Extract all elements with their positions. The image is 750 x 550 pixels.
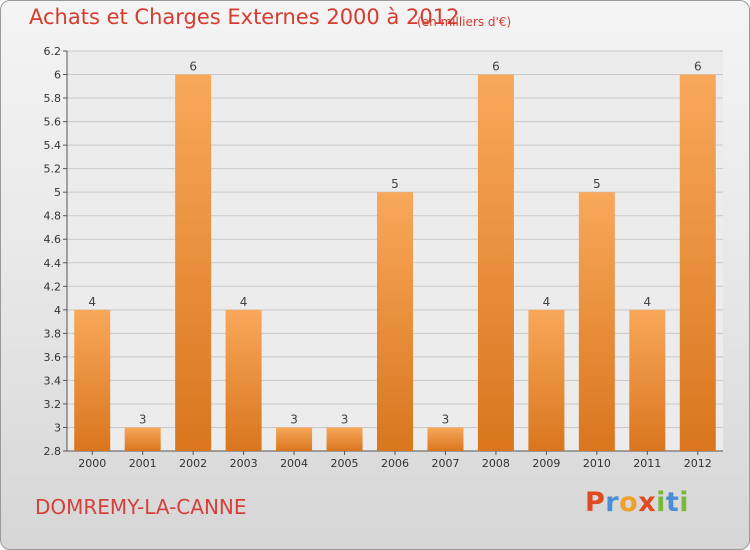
logo-letter: t <box>665 487 680 518</box>
bar <box>629 309 666 451</box>
proxiti-logo: Proxiti <box>585 487 689 518</box>
bar <box>175 74 212 451</box>
place-name: DOMREMY-LA-CANNE <box>35 495 247 519</box>
y-tick-label: 2.8 <box>44 445 62 458</box>
y-tick-label: 5.6 <box>44 116 62 129</box>
bar <box>578 192 615 452</box>
x-tick-label: 2000 <box>78 457 106 470</box>
x-tick-label: 2012 <box>684 457 712 470</box>
y-tick-label: 4.2 <box>44 280 62 293</box>
data-label: 4 <box>88 295 96 309</box>
x-tick-label: 2010 <box>583 457 611 470</box>
y-tick-label: 3.6 <box>44 351 62 364</box>
data-label: 6 <box>189 60 197 74</box>
x-tick-label: 2004 <box>280 457 308 470</box>
x-tick-label: 2001 <box>129 457 157 470</box>
y-tick-label: 4.8 <box>44 210 62 223</box>
bar <box>377 192 413 452</box>
data-label: 4 <box>543 295 551 309</box>
x-tick-label: 2005 <box>331 457 359 470</box>
logo-letter: P <box>585 487 606 518</box>
y-tick-label: 3 <box>54 421 61 434</box>
data-label: 5 <box>391 177 399 191</box>
y-tick-label: 4 <box>54 304 61 317</box>
logo-letter: i <box>679 487 690 518</box>
x-tick-label: 2009 <box>532 457 560 470</box>
bar <box>528 309 565 451</box>
data-label: 6 <box>492 60 500 74</box>
bar <box>679 74 716 451</box>
bar <box>74 309 111 451</box>
data-label: 4 <box>643 295 651 309</box>
x-tick-label: 2006 <box>381 457 409 470</box>
data-label: 3 <box>139 412 147 426</box>
x-tick-label: 2008 <box>482 457 510 470</box>
bar <box>124 427 161 451</box>
bar <box>276 427 313 451</box>
x-tick-label: 2003 <box>230 457 258 470</box>
y-tick-label: 4.6 <box>44 233 62 246</box>
x-tick-label: 2002 <box>179 457 207 470</box>
x-tick-label: 2007 <box>431 457 459 470</box>
bar <box>225 309 262 451</box>
data-label: 5 <box>593 177 601 191</box>
y-tick-label: 4.4 <box>44 257 62 270</box>
data-label: 3 <box>290 412 298 426</box>
data-label: 6 <box>694 60 702 74</box>
bar <box>477 74 514 451</box>
bar <box>427 427 464 451</box>
logo-letter: o <box>619 487 639 518</box>
y-tick-label: 3.2 <box>44 398 62 411</box>
y-tick-label: 6 <box>54 69 61 82</box>
y-tick-label: 3.8 <box>44 327 62 340</box>
logo-letter: i <box>656 487 666 518</box>
bar <box>326 427 363 451</box>
data-label: 3 <box>442 412 450 426</box>
y-tick-label: 5.2 <box>44 163 62 176</box>
data-label: 3 <box>341 412 349 426</box>
chart-title: Achats et Charges Externes 2000 à 2012 <box>29 5 460 29</box>
y-tick-label: 5.8 <box>44 92 62 105</box>
logo-letter: x <box>638 487 657 518</box>
x-tick-label: 2011 <box>633 457 661 470</box>
y-tick-label: 5 <box>54 186 61 199</box>
y-tick-label: 6.2 <box>44 45 62 58</box>
chart-unit: (en milliers d'€) <box>417 15 512 29</box>
y-tick-label: 3.4 <box>44 374 62 387</box>
data-label: 4 <box>240 295 248 309</box>
logo-letter: r <box>605 487 620 518</box>
y-tick-label: 5.4 <box>44 139 62 152</box>
